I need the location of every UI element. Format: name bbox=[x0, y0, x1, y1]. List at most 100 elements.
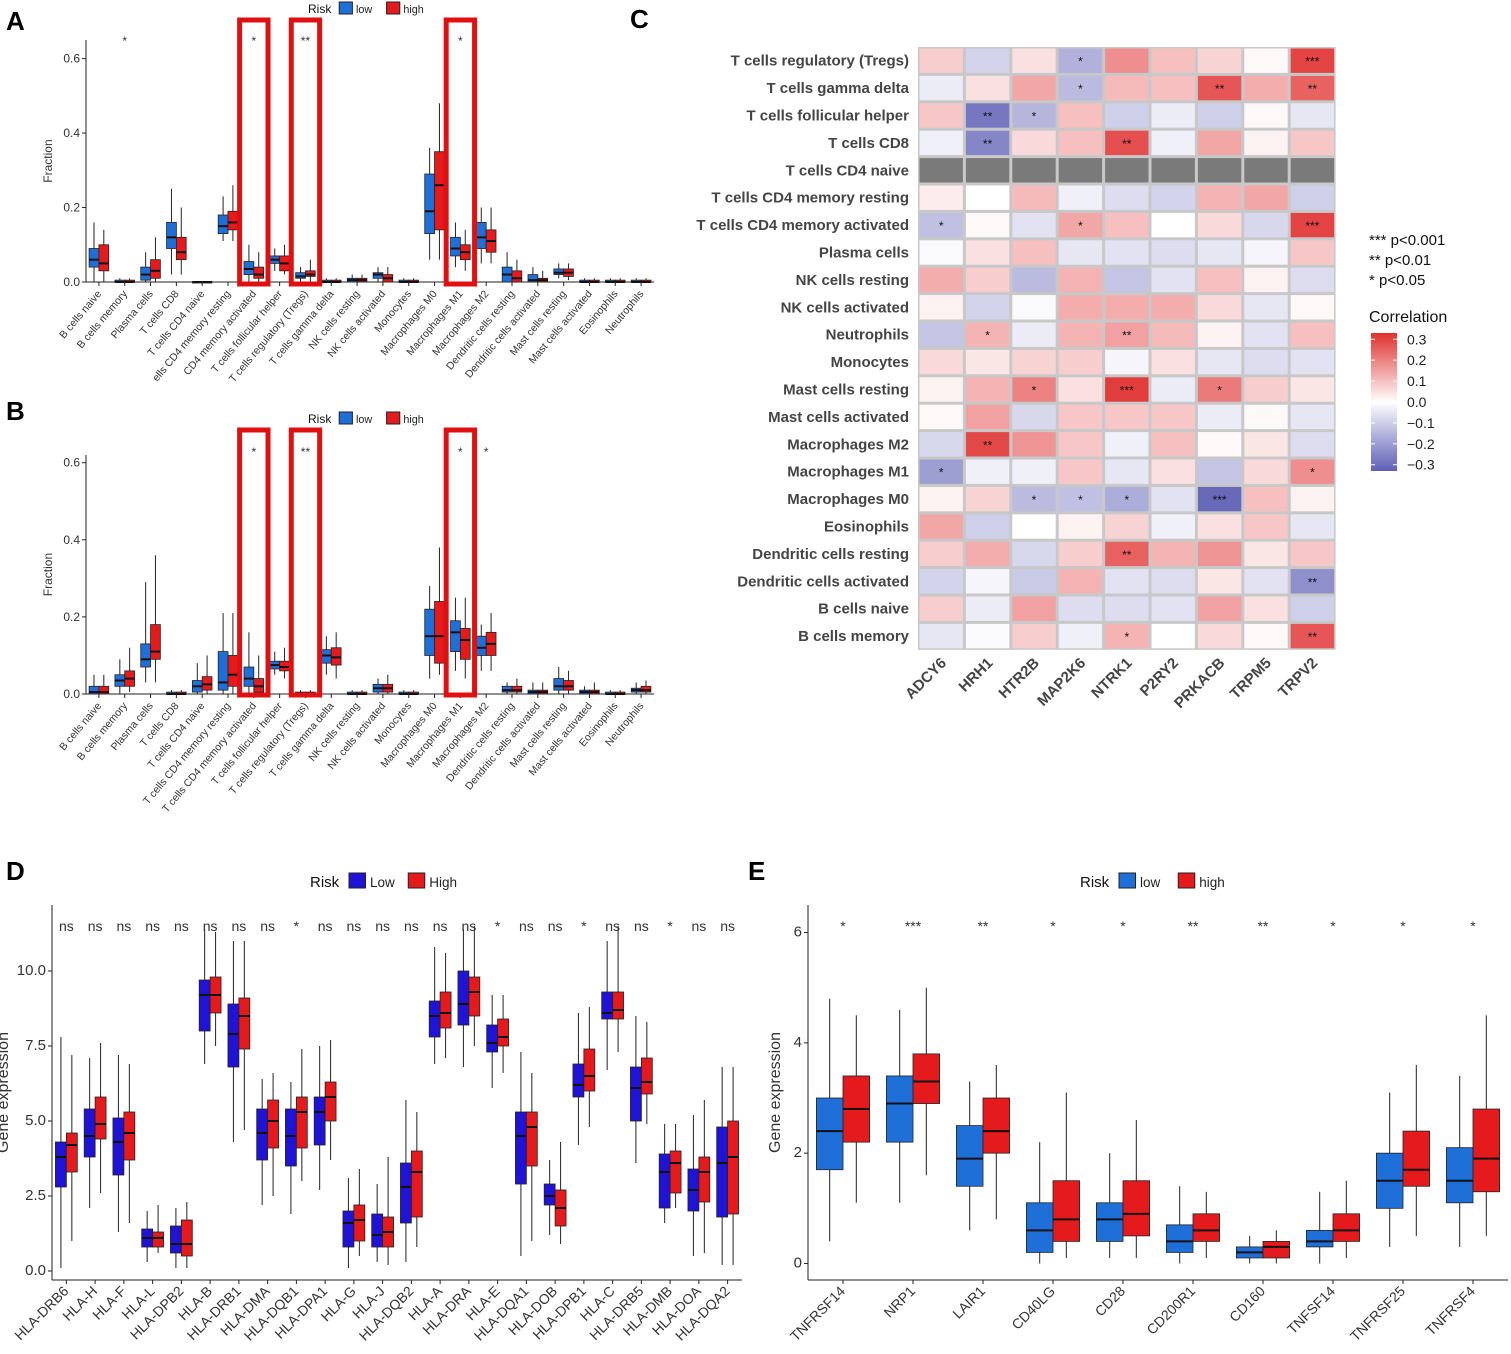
heatmap-cell bbox=[1012, 349, 1056, 375]
box-low bbox=[198, 979, 211, 1032]
heatmap-cell bbox=[1197, 295, 1242, 320]
colorbar bbox=[1371, 333, 1397, 471]
heatmap-cell bbox=[1244, 212, 1288, 238]
box-low bbox=[572, 1063, 585, 1098]
box-high bbox=[525, 1111, 538, 1167]
heatmap-cell bbox=[1244, 240, 1288, 265]
heatmap-cell bbox=[919, 267, 963, 293]
box-low bbox=[457, 970, 470, 1026]
heatmap-cell bbox=[1105, 623, 1149, 649]
heatmap-star: ** bbox=[983, 137, 993, 151]
heatmap-cell bbox=[1244, 569, 1288, 594]
heatmap-cell bbox=[1105, 48, 1149, 73]
heatmap-cell bbox=[1197, 75, 1242, 101]
y-tick-label: 2.5 bbox=[25, 1187, 46, 1204]
box-low bbox=[112, 1117, 125, 1176]
significance-label: * bbox=[1330, 918, 1336, 934]
heatmap-cell bbox=[1151, 212, 1195, 238]
heatmap-cell bbox=[1151, 514, 1195, 539]
heatmap-cell bbox=[1058, 596, 1103, 621]
heatmap-cell bbox=[1197, 432, 1242, 457]
heatmap-row-label: Macrophages M1 bbox=[787, 464, 909, 481]
heatmap-row-label: Mast cells resting bbox=[783, 382, 909, 399]
heatmap-cell bbox=[965, 349, 1010, 375]
heatmap-cell bbox=[1197, 486, 1242, 512]
significance-label: * bbox=[1400, 918, 1406, 934]
heatmap-cell bbox=[1244, 377, 1288, 402]
box-low bbox=[313, 1096, 326, 1146]
box-low bbox=[428, 1000, 441, 1038]
significance-label: ** bbox=[1258, 918, 1269, 934]
significance-label: ns bbox=[375, 918, 390, 934]
heatmap-cell bbox=[965, 75, 1010, 101]
x-tick-label: TNFRSF4 bbox=[1422, 1283, 1478, 1339]
y-tick-label: 2 bbox=[794, 1144, 802, 1161]
heatmap-cell bbox=[919, 322, 963, 347]
legend-swatch-low bbox=[1118, 872, 1136, 889]
box-high bbox=[583, 1048, 596, 1092]
chart-E: 0 2 4 6 Gene expression Risk low high * TNFRSF14 *… bbox=[767, 872, 1508, 1344]
box-low bbox=[658, 1153, 671, 1209]
heatmap-cell bbox=[1151, 596, 1195, 621]
heatmap-cell bbox=[1290, 596, 1335, 621]
heatmap-cell bbox=[1244, 404, 1288, 430]
box-high bbox=[1192, 1213, 1221, 1242]
heatmap-cell bbox=[1151, 267, 1195, 293]
heatmap-cell bbox=[1151, 295, 1195, 320]
heatmap-star: * bbox=[939, 219, 944, 233]
box-high bbox=[238, 997, 251, 1050]
heatmap-cell bbox=[1058, 541, 1103, 567]
heatmap-cell bbox=[1012, 185, 1056, 210]
heatmap-cell bbox=[1012, 295, 1056, 320]
colorbar-tick-label: −0.3 bbox=[1407, 457, 1435, 473]
heatmap-cell bbox=[1244, 75, 1288, 101]
heatmap-star: ** bbox=[1122, 548, 1132, 562]
heatmap-cell bbox=[965, 404, 1010, 430]
box-low bbox=[475, 635, 487, 656]
box-high bbox=[267, 1099, 279, 1149]
heatmap-cell bbox=[1012, 514, 1056, 539]
box-high bbox=[65, 1132, 78, 1173]
box-high bbox=[982, 1097, 1011, 1154]
pvalue-legend-item: *** p<0.001 bbox=[1369, 232, 1445, 249]
heatmap-cell bbox=[1012, 432, 1056, 457]
heatmap-col-label: TRPV2 bbox=[1275, 655, 1321, 701]
heatmap-cell bbox=[1151, 541, 1195, 567]
box-low bbox=[424, 173, 435, 234]
heatmap-col-label: HRH1 bbox=[956, 655, 997, 696]
heatmap-star: * bbox=[1124, 630, 1129, 644]
box-low bbox=[217, 214, 229, 235]
box-low bbox=[1166, 1224, 1194, 1253]
heatmap-star: * bbox=[939, 466, 944, 480]
y-tick-label: 0 bbox=[794, 1254, 802, 1271]
pvalue-legend-item: ** p<0.01 bbox=[1369, 252, 1431, 269]
box-low bbox=[553, 678, 565, 691]
heatmap-cell bbox=[919, 514, 963, 539]
heatmap-cell bbox=[1290, 48, 1335, 73]
panel-label-D: D bbox=[6, 856, 25, 886]
box-high bbox=[912, 1053, 941, 1104]
heatmap-cell bbox=[1290, 377, 1335, 402]
heatmap-cell bbox=[919, 486, 963, 512]
heatmap-cell bbox=[1197, 130, 1242, 156]
significance-label: ns bbox=[260, 918, 275, 934]
legend-label-low: low bbox=[356, 414, 372, 426]
legend-title: Risk bbox=[310, 874, 340, 891]
significance-label: * bbox=[484, 445, 489, 459]
box-low bbox=[83, 1108, 96, 1158]
heatmap-cell bbox=[1151, 486, 1195, 512]
heatmap-cell bbox=[1151, 48, 1195, 73]
heatmap-cell bbox=[1012, 158, 1056, 183]
heatmap-cell bbox=[1244, 48, 1288, 73]
heatmap-cell bbox=[1012, 596, 1056, 621]
colorbar-tick-label: −0.2 bbox=[1407, 436, 1435, 452]
box-low bbox=[371, 1213, 384, 1248]
heatmap-cell bbox=[1290, 404, 1335, 430]
box-high bbox=[1262, 1240, 1291, 1259]
heatmap-cell bbox=[919, 541, 963, 567]
significance-label: * bbox=[458, 34, 463, 48]
heatmap-star: ** bbox=[1308, 575, 1318, 589]
heatmap-cell bbox=[1290, 212, 1335, 238]
y-tick-label: 10.0 bbox=[17, 962, 46, 979]
